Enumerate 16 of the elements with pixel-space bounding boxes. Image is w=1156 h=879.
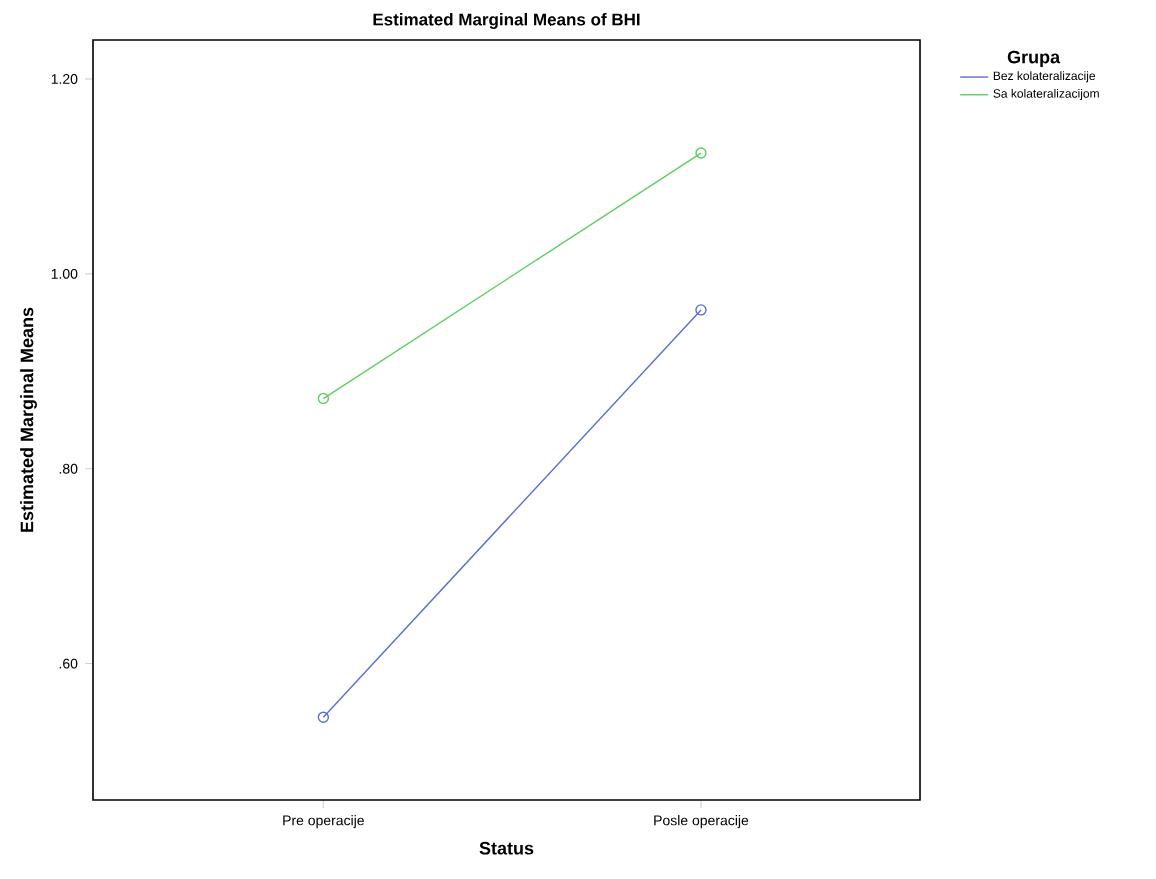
- point: [317, 711, 330, 723]
- x-axis-title: Status: [479, 841, 534, 855]
- y-axis-title: Estimated Marginal Means: [20, 307, 37, 532]
- legend-label: Sa kolateralizacijom: [993, 88, 1099, 101]
- point: [695, 147, 707, 159]
- y-tick-label: 1.00: [51, 268, 78, 279]
- legend-label: Bez kolateralizacije: [993, 71, 1096, 83]
- point: [317, 392, 330, 405]
- y-tick-label: .80: [59, 463, 78, 474]
- y-tick-label: 1.20: [51, 74, 78, 84]
- y-tick-label: .60: [59, 658, 78, 669]
- x-tick-label: Pre operacije: [283, 815, 364, 829]
- point: [695, 304, 707, 316]
- legend-title: Grupa: [1007, 50, 1061, 67]
- x-tick-label: Posle operacije: [654, 815, 749, 829]
- chart-title: Estimated Marginal Means of BHI: [373, 13, 640, 29]
